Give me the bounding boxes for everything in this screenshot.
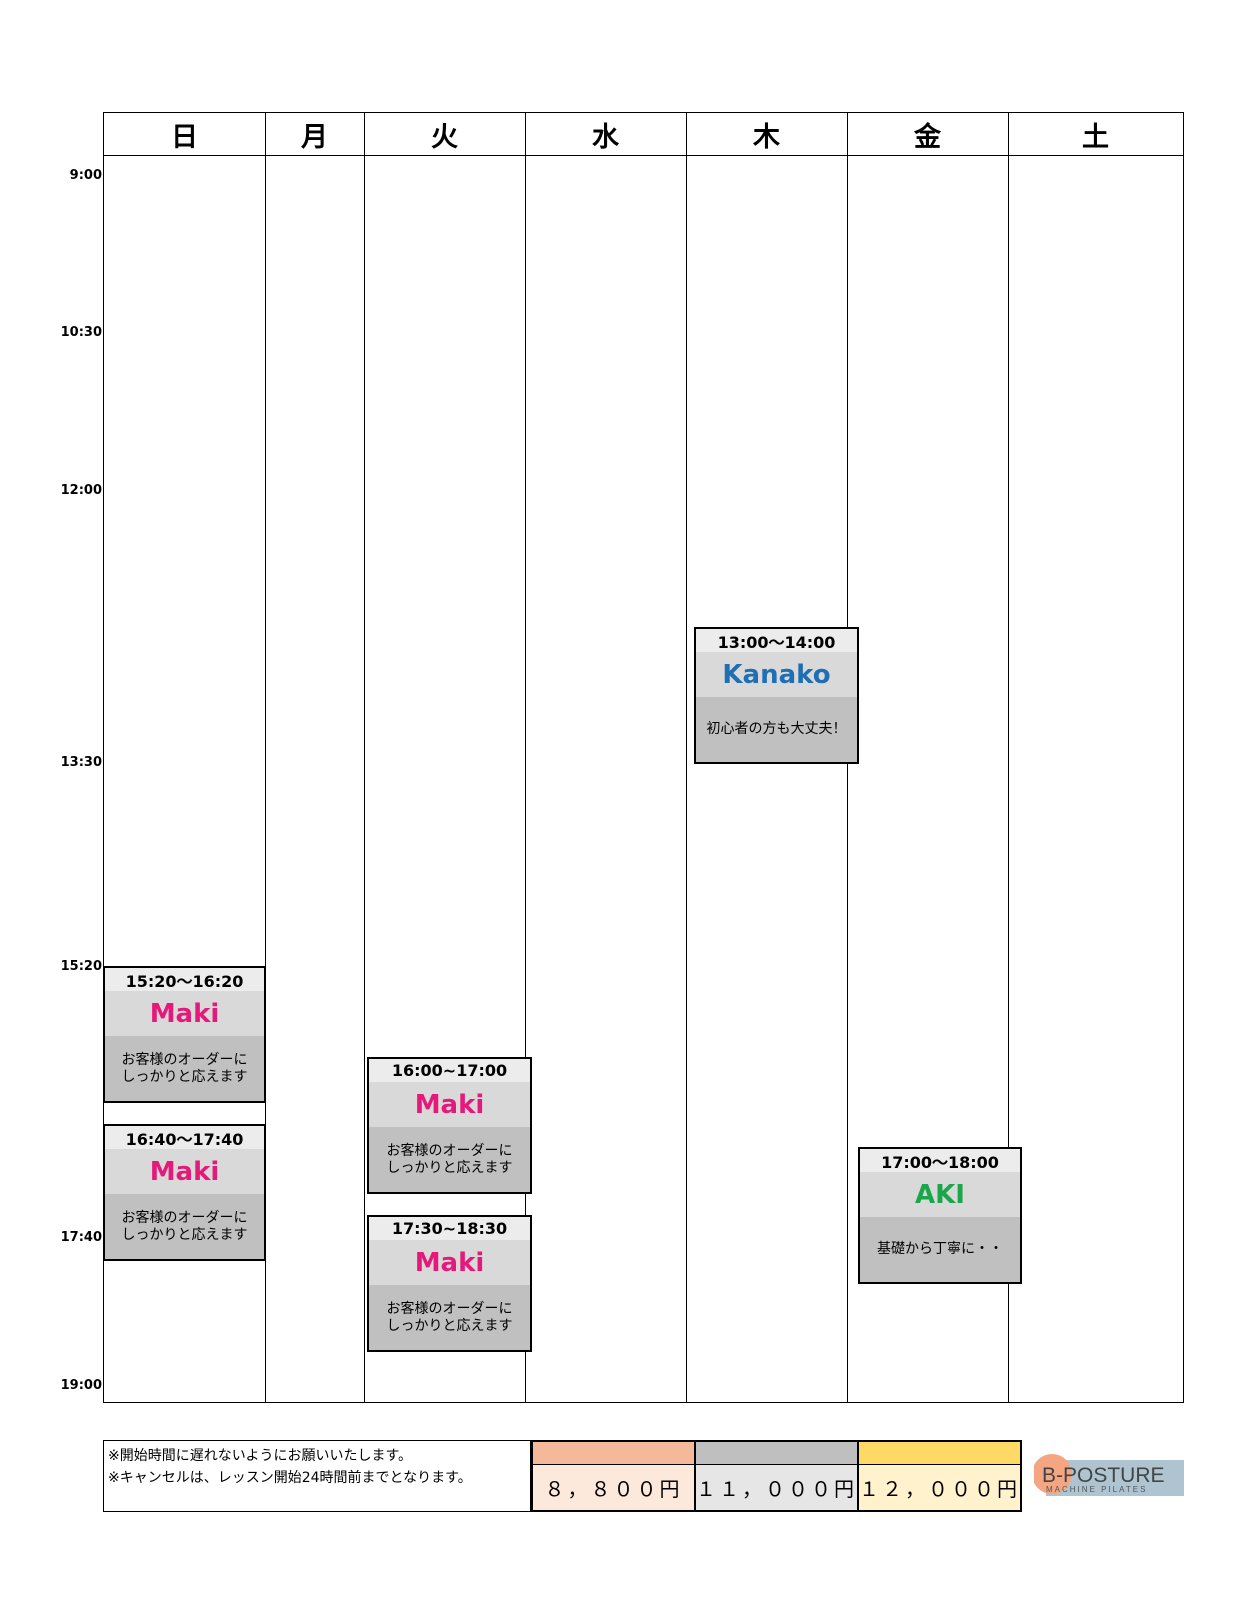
note-line: ※開始時間に遅れないようにお願いいたします。 — [108, 1448, 413, 1464]
lesson-card[interactable]: 17:30~18:30 Maki お客様のオーダーに しっかりと応えます — [367, 1215, 532, 1352]
lesson-description: お客様のオーダーに しっかりと応えます — [369, 1285, 530, 1350]
note-line: ※キャンセルは、レッスン開始24時間前までとなります。 — [108, 1470, 472, 1486]
instructor-name: Maki — [369, 1240, 530, 1285]
instructor-name: Kanako — [696, 652, 857, 697]
lesson-card[interactable]: 16:00~17:00 Maki お客様のオーダーに しっかりと応えます — [367, 1057, 532, 1194]
lesson-card[interactable]: 15:20～16:20 Maki お客様のオーダーに しっかりと応えます — [103, 966, 266, 1103]
instructor-name: Maki — [105, 991, 264, 1036]
b-posture-logo: B-POSTURE MACHINE PILATES — [1034, 1454, 1184, 1496]
logo-main-text: B-POSTURE — [1042, 1464, 1165, 1487]
lesson-card[interactable]: 16:40～17:40 Maki お客様のオーダーに しっかりと応えます — [103, 1124, 266, 1261]
notes-box: ※開始時間に遅れないようにお願いいたします。 ※キャンセルは、レッスン開始24時… — [103, 1440, 531, 1512]
lesson-time: 16:00~17:00 — [369, 1059, 530, 1082]
price-cell: １２，０００円 — [857, 1440, 1022, 1512]
column-divider — [686, 113, 687, 1402]
time-label: 19:00 — [60, 1378, 102, 1393]
column-divider — [1008, 113, 1009, 1402]
time-label: 12:00 — [60, 483, 102, 498]
instructor-name: Maki — [105, 1149, 264, 1194]
price-cell: １１，０００円 — [694, 1440, 859, 1512]
price-color-swatch — [533, 1442, 694, 1465]
column-divider — [364, 113, 365, 1402]
instructor-name: AKI — [860, 1172, 1020, 1217]
logo-circle — [1034, 1454, 1072, 1494]
lesson-description: 初心者の方も大丈夫！ — [696, 697, 857, 762]
day-header-tuesday: 火 — [364, 113, 525, 156]
lesson-time: 13:00～14:00 — [696, 629, 857, 652]
lesson-card[interactable]: 13:00～14:00 Kanako 初心者の方も大丈夫！ — [694, 627, 859, 764]
day-header-friday: 金 — [847, 113, 1008, 156]
time-label: 10:30 — [60, 325, 102, 340]
lesson-description: お客様のオーダーに しっかりと応えます — [105, 1036, 264, 1101]
day-header-thursday: 木 — [686, 113, 847, 156]
day-header-monday: 月 — [265, 113, 364, 156]
day-header-sunday: 日 — [104, 113, 265, 156]
lesson-time: 17:30~18:30 — [369, 1217, 530, 1240]
time-label: 17:40 — [60, 1230, 102, 1245]
lesson-description: お客様のオーダーに しっかりと応えます — [369, 1127, 530, 1192]
logo-sub-text: MACHINE PILATES — [1046, 1485, 1147, 1494]
price-color-swatch — [859, 1442, 1020, 1465]
price-cell: ８，８００円 — [531, 1440, 696, 1512]
price-amount: ８，８００円 — [533, 1465, 694, 1510]
column-divider — [265, 113, 266, 1402]
lesson-time: 16:40～17:40 — [105, 1126, 264, 1149]
lesson-time: 15:20～16:20 — [105, 968, 264, 991]
price-color-swatch — [696, 1442, 857, 1465]
day-header-wednesday: 水 — [525, 113, 686, 156]
lesson-description: お客様のオーダーに しっかりと応えます — [105, 1194, 264, 1259]
lesson-card[interactable]: 17:00～18:00 AKI 基礎から丁寧に・・ — [858, 1147, 1022, 1284]
instructor-name: Maki — [369, 1082, 530, 1127]
day-header-saturday: 土 — [1008, 113, 1183, 156]
price-amount: １１，０００円 — [696, 1465, 857, 1510]
lesson-description: 基礎から丁寧に・・ — [860, 1217, 1020, 1282]
column-divider — [525, 113, 526, 1402]
lesson-time: 17:00～18:00 — [860, 1149, 1020, 1172]
time-label: 15:20 — [60, 959, 102, 974]
time-label: 13:30 — [60, 755, 102, 770]
price-amount: １２，０００円 — [859, 1465, 1020, 1510]
time-label: 9:00 — [69, 168, 102, 183]
